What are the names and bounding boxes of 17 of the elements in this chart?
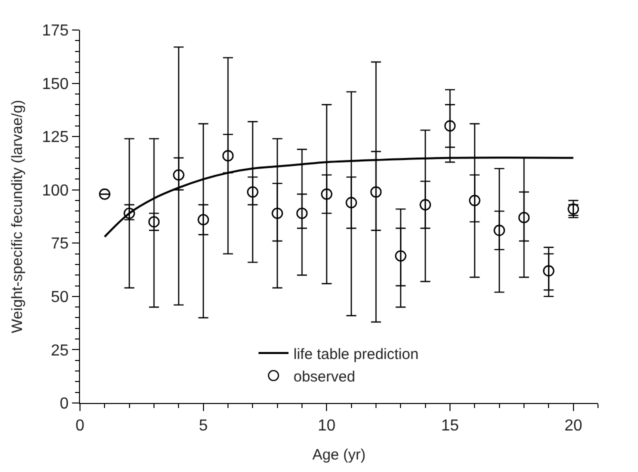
legend-label: life table prediction bbox=[294, 346, 419, 363]
y-tick-label: 175 bbox=[42, 22, 69, 40]
x-tick-label: 20 bbox=[564, 417, 582, 434]
y-tick-label: 75 bbox=[50, 236, 69, 253]
x-tick-label: 5 bbox=[198, 417, 208, 434]
legend-label: observed bbox=[294, 368, 356, 386]
y-tick-label: 150 bbox=[42, 76, 69, 93]
y-tick-label: 100 bbox=[42, 182, 69, 200]
y-tick-label: 25 bbox=[50, 342, 69, 360]
y-tick-label: 125 bbox=[42, 129, 69, 146]
x-tick-label: 15 bbox=[441, 417, 459, 434]
y-tick-label: 0 bbox=[60, 396, 69, 413]
y-axis-title: Weight-specific fecundity (larvae/g) bbox=[9, 100, 26, 334]
x-axis-title: Age (yr) bbox=[312, 446, 366, 464]
y-tick-label: 50 bbox=[50, 289, 69, 306]
x-tick-label: 0 bbox=[76, 417, 85, 434]
x-tick-label: 10 bbox=[318, 417, 336, 434]
